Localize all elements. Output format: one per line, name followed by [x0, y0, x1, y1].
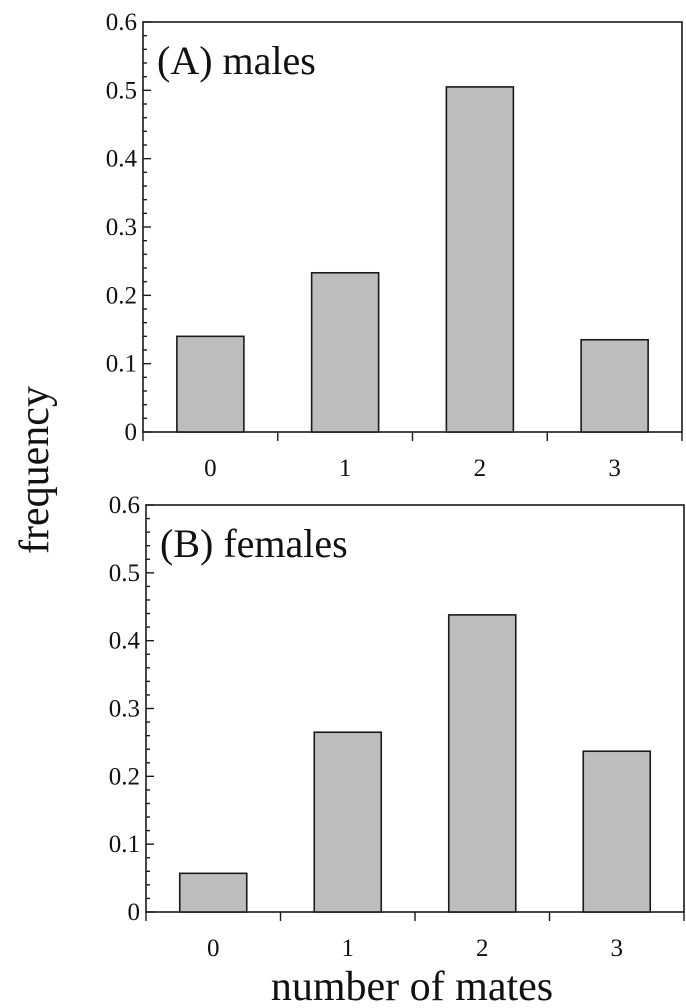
females-y-tick-label: 0.6: [109, 492, 140, 519]
x-axis-label: number of mates: [271, 964, 553, 1008]
males-panel-title: (A) males: [157, 38, 316, 83]
males-bar-2: [445, 86, 515, 433]
females-bar-1: [313, 731, 383, 913]
females-y-tick-label: 0.5: [109, 560, 140, 587]
females-x-tick-label: 3: [611, 935, 624, 962]
males-x-tick-label: 1: [339, 455, 352, 482]
females-y-tick-label: 0.2: [109, 763, 140, 790]
females-bar-0: [178, 872, 248, 913]
males-y-tick-label: 0.2: [106, 282, 137, 309]
females-x-tick-label: 1: [342, 935, 355, 962]
females-y-tick-label: 0.3: [109, 696, 140, 723]
males-x-tick-label: 3: [608, 455, 621, 482]
males-y-tick-label: 0.5: [106, 77, 137, 104]
females-bar-3: [582, 750, 652, 913]
males-bar-0: [176, 335, 245, 433]
males-y-tick-label: 0.4: [106, 146, 138, 173]
males-y-tick-label: 0.6: [106, 9, 137, 36]
males-bar-1: [310, 271, 380, 433]
females-y-tick-label: 0: [128, 899, 141, 926]
females-x-tick-label: 0: [207, 935, 220, 962]
females-x-tick-label: 2: [476, 935, 489, 962]
females-y-tick-label: 0.1: [109, 831, 140, 858]
females-panel-title: (B) females: [160, 521, 348, 566]
males-y-tick-label: 0.1: [106, 351, 137, 378]
males-bar-3: [580, 338, 649, 433]
females-y-tick-label: 0.4: [109, 628, 141, 655]
males-x-tick-label: 2: [474, 455, 487, 482]
males-y-tick-label: 0: [125, 419, 138, 446]
males-x-tick-label: 0: [204, 455, 217, 482]
males-y-tick-label: 0.3: [106, 214, 137, 241]
females-bar-2: [447, 614, 517, 913]
y-axis-label: frequency: [12, 386, 58, 554]
